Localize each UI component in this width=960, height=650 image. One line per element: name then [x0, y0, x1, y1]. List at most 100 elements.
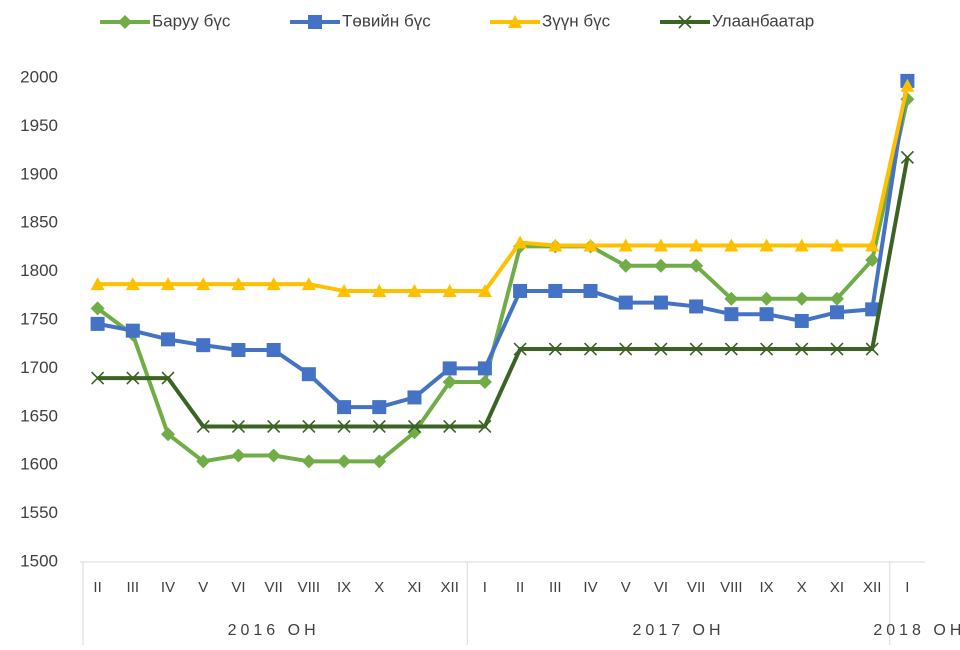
marker — [724, 238, 739, 252]
marker — [794, 291, 809, 306]
group-label: 2018 ОН — [873, 622, 960, 639]
legend-label: Баруу бүс — [152, 11, 231, 30]
x-tick-label: XI — [830, 579, 844, 596]
marker — [619, 342, 633, 356]
marker — [689, 342, 703, 356]
marker — [337, 283, 352, 297]
x-tick-label: IX — [759, 579, 773, 596]
marker — [407, 425, 422, 440]
series-line — [97, 157, 910, 429]
marker — [829, 291, 844, 306]
marker — [161, 332, 176, 347]
marker — [794, 238, 809, 252]
marker — [653, 258, 668, 273]
marker — [830, 342, 844, 356]
marker — [477, 283, 492, 297]
series — [90, 78, 915, 297]
y-tick-label: 1950 — [20, 116, 58, 135]
marker — [724, 307, 739, 322]
marker — [372, 454, 387, 469]
marker — [477, 361, 492, 376]
marker — [90, 277, 105, 291]
y-tick-label: 1850 — [20, 213, 58, 232]
x-tick-label: IV — [583, 579, 597, 596]
marker — [231, 343, 246, 358]
marker — [795, 342, 809, 356]
x-tick-label: XI — [407, 579, 421, 596]
marker — [689, 258, 704, 273]
marker — [548, 283, 563, 298]
marker — [583, 342, 598, 356]
marker — [161, 371, 175, 385]
marker — [90, 301, 105, 316]
marker — [689, 238, 704, 252]
y-tick-label: 1700 — [20, 358, 58, 377]
series-line — [97, 85, 910, 293]
marker — [301, 454, 316, 469]
series — [90, 92, 915, 469]
y-tick-label: 1550 — [20, 503, 58, 522]
marker — [508, 15, 522, 28]
marker — [161, 427, 176, 442]
marker — [301, 367, 316, 382]
x-tick-label: X — [374, 579, 384, 596]
x-tick-label: VIII — [298, 579, 321, 596]
marker — [337, 454, 352, 469]
marker — [513, 235, 528, 249]
marker — [372, 419, 386, 434]
marker — [689, 299, 704, 314]
marker — [583, 283, 598, 298]
marker — [548, 238, 563, 252]
marker — [266, 343, 281, 358]
marker — [125, 323, 140, 338]
marker — [196, 338, 211, 353]
marker — [126, 371, 140, 385]
marker — [125, 277, 140, 291]
series-line — [96, 98, 910, 464]
x-tick-label: II — [516, 579, 524, 596]
marker — [337, 419, 351, 434]
marker — [618, 258, 633, 273]
marker — [583, 238, 598, 252]
marker — [442, 283, 457, 297]
x-tick-label: VI — [231, 579, 245, 596]
marker — [759, 238, 774, 252]
marker — [231, 419, 246, 434]
x-tick-label: III — [127, 579, 140, 596]
marker — [865, 302, 880, 317]
marker — [513, 283, 528, 298]
series — [91, 150, 914, 434]
marker — [759, 307, 774, 322]
marker — [829, 238, 844, 252]
y-tick-label: 1900 — [20, 164, 58, 183]
marker — [865, 342, 879, 356]
marker — [654, 342, 668, 356]
x-tick-label: VI — [654, 579, 668, 596]
marker — [301, 277, 316, 291]
marker — [196, 454, 211, 469]
marker — [118, 15, 132, 29]
marker — [829, 305, 844, 320]
x-tick-label: II — [93, 579, 101, 596]
marker — [91, 371, 105, 385]
marker — [548, 342, 562, 356]
x-tick-label: V — [198, 579, 208, 596]
marker — [678, 15, 692, 29]
marker — [618, 295, 633, 310]
x-tick-label: XII — [441, 579, 459, 596]
marker — [266, 448, 281, 463]
series — [90, 73, 915, 415]
x-tick-label: I — [483, 579, 487, 596]
marker — [196, 419, 210, 434]
marker — [372, 400, 387, 415]
marker — [372, 283, 387, 297]
x-tick-label: I — [905, 579, 909, 596]
marker — [407, 390, 422, 405]
marker — [477, 374, 492, 389]
marker — [231, 448, 246, 463]
x-tick-label: X — [797, 579, 807, 596]
marker — [865, 252, 880, 267]
marker — [900, 78, 915, 92]
group-label: 2016 ОН — [228, 622, 320, 639]
